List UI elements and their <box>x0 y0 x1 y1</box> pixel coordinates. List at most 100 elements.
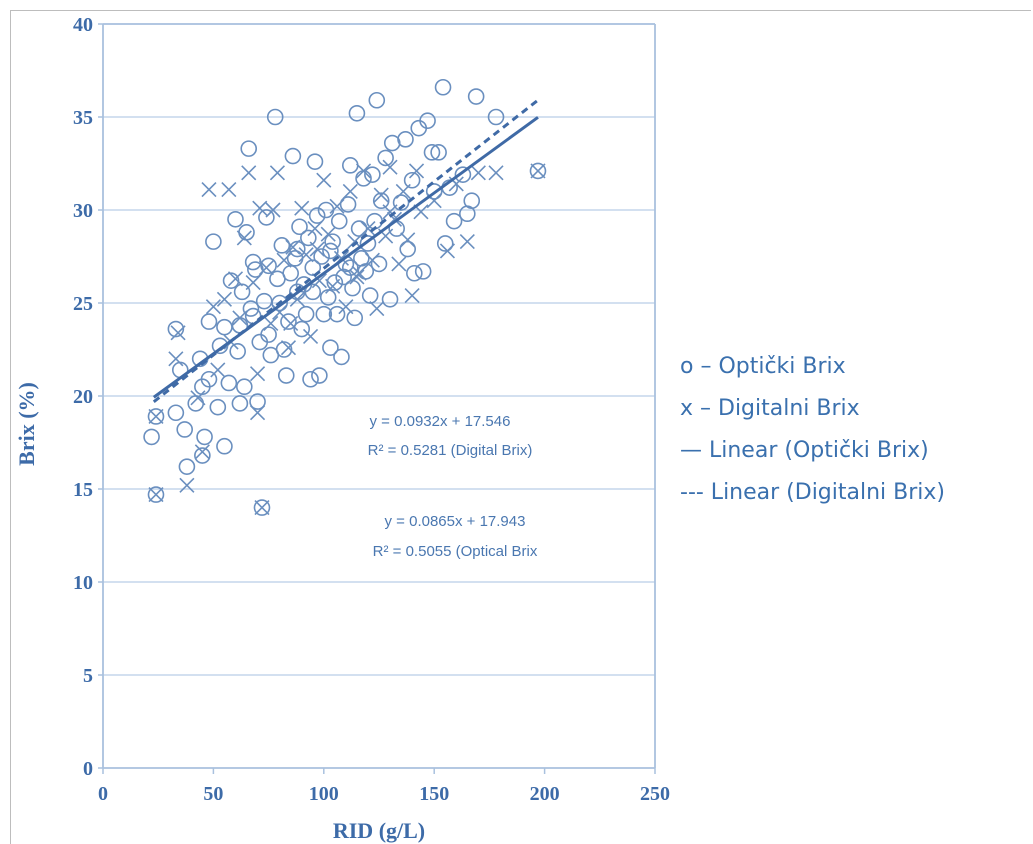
digital-point-52 <box>391 256 407 272</box>
optical-point-54 <box>302 370 319 388</box>
legend-linear-optical: — Linear (Optički Brix) <box>680 438 929 463</box>
optical-point-59 <box>313 248 330 265</box>
optical-point-92 <box>399 240 417 258</box>
optical-point-64 <box>324 233 341 250</box>
y-tick-label-40: 40 <box>73 14 93 36</box>
optical-point-25 <box>236 378 253 396</box>
y-tick-label-10: 10 <box>73 572 93 594</box>
digital-point-43 <box>351 265 367 281</box>
optical-point-26 <box>238 224 255 241</box>
legend-linear-digital: --- Linear (Digitalni Brix) <box>680 480 946 505</box>
optical-point-105 <box>454 166 472 183</box>
optical-point-101 <box>434 78 452 96</box>
optical-point-84 <box>370 255 388 273</box>
trendline-digital <box>152 98 539 403</box>
optical-point-66 <box>328 305 346 323</box>
optical-point-53 <box>300 229 317 247</box>
optical-point-80 <box>359 235 377 252</box>
digital-point-11 <box>221 181 237 198</box>
axes <box>98 23 656 774</box>
digital-point-28 <box>285 239 301 255</box>
optical-point-86 <box>377 149 394 167</box>
optical-point-91 <box>397 131 414 148</box>
digital-point-48 <box>373 187 389 203</box>
optical-point-71 <box>339 196 357 213</box>
optical-point-74 <box>346 309 364 327</box>
digital-point-19 <box>252 200 268 216</box>
optical-point-63 <box>322 339 339 356</box>
digital-point-2 <box>168 351 184 367</box>
legend-optical-brix: o – Optički Brix <box>680 354 846 379</box>
optical-point-15 <box>209 398 227 416</box>
trend-lines <box>152 98 539 403</box>
optical-point-11 <box>196 428 213 446</box>
optical-point-38 <box>266 108 284 126</box>
legend-digital-brix: x – Digitalni Brix <box>680 396 860 421</box>
optical-point-46 <box>284 147 302 165</box>
x-tick-label-100: 100 <box>309 783 339 805</box>
digital-point-13 <box>227 271 244 287</box>
digital-point-16 <box>241 165 257 181</box>
digital-point-62 <box>470 165 486 181</box>
digital-point-9 <box>210 362 226 378</box>
optical-point-75 <box>348 104 366 122</box>
optical-point-45 <box>282 264 299 282</box>
digital-point-22 <box>263 315 279 332</box>
optical-point-4 <box>167 320 185 338</box>
optical-point-99 <box>425 183 443 200</box>
optical-point-72 <box>341 157 359 174</box>
optical-point-24 <box>233 283 251 301</box>
optical-point-18 <box>216 437 233 455</box>
optical-point-94 <box>406 264 423 282</box>
x-tick-label-0: 0 <box>98 783 108 805</box>
optical-point-87 <box>381 290 399 308</box>
optical-point-96 <box>414 263 432 280</box>
x-tick-label-250: 250 <box>640 783 670 805</box>
optical-point-19 <box>220 374 238 392</box>
digital-point-53 <box>395 183 411 199</box>
optical-point-21 <box>227 211 244 228</box>
x-axis-title: RID (g/L) <box>333 818 425 843</box>
optical-point-7 <box>178 458 196 475</box>
optical-point-47 <box>286 250 304 267</box>
digital-point-0 <box>148 487 164 503</box>
digital-point-55 <box>404 287 420 304</box>
optical-point-78 <box>355 170 372 187</box>
optical-point-76 <box>350 220 368 237</box>
trendline-optical <box>152 116 539 399</box>
digital-point-27 <box>280 340 297 356</box>
digital-r2-text: R² = 0.5281 (Digital Brix) <box>368 442 533 459</box>
digital-point-3 <box>170 325 186 341</box>
optical-point-82 <box>364 166 381 183</box>
digital-point-30 <box>294 200 310 216</box>
digital-point-69 <box>382 204 398 220</box>
digital-point-63 <box>488 165 504 181</box>
optical-r2-text: R² = 0.5055 (Optical Brix <box>373 543 538 560</box>
optical-point-10 <box>194 447 211 464</box>
optical-point-65 <box>326 274 344 291</box>
optical-point-31 <box>249 393 266 410</box>
optical-point-13 <box>200 313 218 330</box>
optical-point-67 <box>330 212 348 230</box>
optical-point-102 <box>436 235 454 252</box>
optical-point-41 <box>273 237 291 254</box>
y-tick-label-0: 0 <box>83 758 93 780</box>
optical-point-109 <box>487 108 505 126</box>
digital-point-35 <box>316 172 332 188</box>
optical-point-40 <box>271 294 288 312</box>
optical-point-85 <box>372 192 390 209</box>
data-points <box>143 78 547 516</box>
digital-point-21 <box>258 260 274 276</box>
optical-point-6 <box>176 421 193 438</box>
digital-point-44 <box>355 163 372 179</box>
optical-point-116 <box>304 283 322 301</box>
optical-point-117 <box>322 242 339 260</box>
optical-point-115 <box>289 240 306 258</box>
digital-point-8 <box>205 299 221 315</box>
optical-point-34 <box>255 292 273 310</box>
digital-point-46 <box>364 252 380 268</box>
optical-point-118 <box>341 259 359 276</box>
optical-point-2 <box>147 408 165 425</box>
optical-point-22 <box>229 343 246 360</box>
